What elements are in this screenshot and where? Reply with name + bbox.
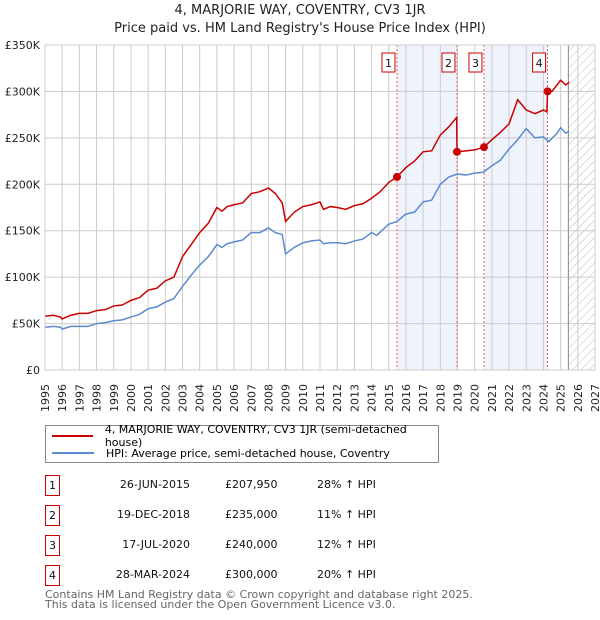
shaded-period <box>397 45 457 370</box>
sale-price: £240,000 <box>225 538 278 551</box>
sale-number-badge: 4 <box>45 565 60 586</box>
sale-price: £207,950 <box>225 478 278 491</box>
footer: Contains HM Land Registry data © Crown c… <box>45 588 473 611</box>
x-tick-label: 2018 <box>434 384 447 412</box>
sale-point <box>479 143 488 152</box>
footer-licence: This data is licensed under the Open Gov… <box>45 598 396 611</box>
x-tick-label: 2000 <box>125 384 138 412</box>
y-tick-label: £100K <box>5 271 41 284</box>
chart-subtitle: Price paid vs. HM Land Registry's House … <box>114 21 486 36</box>
sale-hpi-diff: 12% ↑ HPI <box>317 538 376 551</box>
x-tick-label: 2011 <box>314 384 327 412</box>
x-tick-label: 1999 <box>108 384 121 412</box>
red-line-swatch <box>52 435 93 437</box>
y-tick-label: £50K <box>12 318 41 331</box>
sale-marker-label: 2 <box>445 57 452 70</box>
sale-date: 17-JUL-2020 <box>122 538 190 551</box>
x-tick-label: 2027 <box>589 384 600 412</box>
sale-row: 1 26-JUN-2015 £207,950 28% ↑ HPI <box>45 475 445 496</box>
sale-marker-box <box>468 52 483 73</box>
x-tick-label: 2002 <box>159 384 172 412</box>
sale-date: 28-MAR-2024 <box>115 568 190 581</box>
sale-hpi-diff: 28% ↑ HPI <box>317 478 376 491</box>
x-tick-label: 2025 <box>555 384 568 412</box>
sale-number-badge: 1 <box>45 475 60 496</box>
sale-marker-box <box>381 52 396 73</box>
sale-row: 2 19-DEC-2018 £235,000 11% ↑ HPI <box>45 505 445 526</box>
shaded-period <box>483 45 548 370</box>
y-tick-label: £350K <box>5 39 41 52</box>
sale-price: £235,000 <box>225 508 278 521</box>
legend-item-hpi: HPI: Average price, semi-detached house,… <box>46 445 390 461</box>
x-tick-label: 2020 <box>469 384 482 412</box>
x-tick-label: 2003 <box>177 384 190 412</box>
sale-point <box>543 87 552 96</box>
x-tick-label: 2014 <box>366 384 379 412</box>
x-tick-label: 2016 <box>400 384 413 412</box>
x-tick-label: 2008 <box>262 384 275 412</box>
y-tick-label: £250K <box>5 132 41 145</box>
x-tick-label: 2009 <box>280 384 293 412</box>
sale-marker-label: 1 <box>385 57 392 70</box>
x-tick-label: 1997 <box>73 384 86 412</box>
y-tick-label: £200K <box>5 178 41 191</box>
x-tick-label: 2006 <box>228 384 241 412</box>
x-tick-label: 2004 <box>194 384 207 412</box>
sale-marker-label: 4 <box>536 57 543 70</box>
x-tick-label: 2015 <box>383 384 396 412</box>
footer-copyright: Contains HM Land Registry data © Crown c… <box>45 588 473 601</box>
sale-row: 4 28-MAR-2024 £300,000 20% ↑ HPI <box>45 565 445 586</box>
x-tick-label: 2007 <box>245 384 258 412</box>
chart-title: 4, MARJORIE WAY, COVENTRY, CV3 1JR <box>174 3 426 18</box>
plot-frame <box>44 44 596 371</box>
legend: 4, MARJORIE WAY, COVENTRY, CV3 1JR (semi… <box>45 423 439 463</box>
y-tick-label: £0 <box>26 364 40 377</box>
sale-price: £300,000 <box>225 568 278 581</box>
sale-marker-box <box>532 52 547 73</box>
x-tick-label: 2021 <box>486 384 499 412</box>
x-tick-label: 2026 <box>572 384 585 412</box>
x-tick-label: 2005 <box>211 384 224 412</box>
property-price-line <box>44 79 570 320</box>
x-tick-label: 2017 <box>417 384 430 412</box>
legend-item-property: 4, MARJORIE WAY, COVENTRY, CV3 1JR (semi… <box>46 423 438 449</box>
sale-marker-label: 3 <box>472 57 479 70</box>
x-tick-label: 1996 <box>56 384 69 412</box>
x-tick-label: 2012 <box>331 384 344 412</box>
x-tick-label: 2023 <box>520 384 533 412</box>
price-chart: 1995 1996 1997 1998 1999 2000 2001 2002 2003 2004… <box>5 39 600 412</box>
sale-point <box>393 172 401 181</box>
x-tick-label: 2013 <box>348 384 361 412</box>
sale-number-badge: 2 <box>45 505 60 526</box>
hpi-line <box>44 126 570 331</box>
x-tick-label: 2022 <box>503 384 516 412</box>
blue-line-swatch <box>52 452 94 454</box>
x-tick-label: 2024 <box>537 384 550 412</box>
sale-point <box>452 147 461 156</box>
y-tick-label: £150K <box>5 225 41 238</box>
y-tick-label: £300K <box>5 85 41 98</box>
sale-marker-box <box>441 52 456 73</box>
x-tick-label: 2010 <box>297 384 310 412</box>
sale-date: 26-JUN-2015 <box>119 478 190 491</box>
sale-date: 19-DEC-2018 <box>116 508 190 521</box>
legend-label: HPI: Average price, semi-detached house,… <box>106 446 390 460</box>
legend-label: 4, MARJORIE WAY, COVENTRY, CV3 1JR (semi… <box>104 423 407 449</box>
sale-hpi-diff: 11% ↑ HPI <box>317 508 376 521</box>
x-tick-label: 2001 <box>142 384 155 412</box>
sale-row: 3 17-JUL-2020 £240,000 12% ↑ HPI <box>45 535 445 556</box>
x-tick-label: 1998 <box>91 384 104 412</box>
x-tick-label: 2019 <box>452 384 465 412</box>
x-tick-label: 1995 <box>39 384 52 412</box>
sale-number-badge: 3 <box>45 535 60 556</box>
sale-hpi-diff: 20% ↑ HPI <box>317 568 376 581</box>
forecast-hatch <box>568 45 595 370</box>
